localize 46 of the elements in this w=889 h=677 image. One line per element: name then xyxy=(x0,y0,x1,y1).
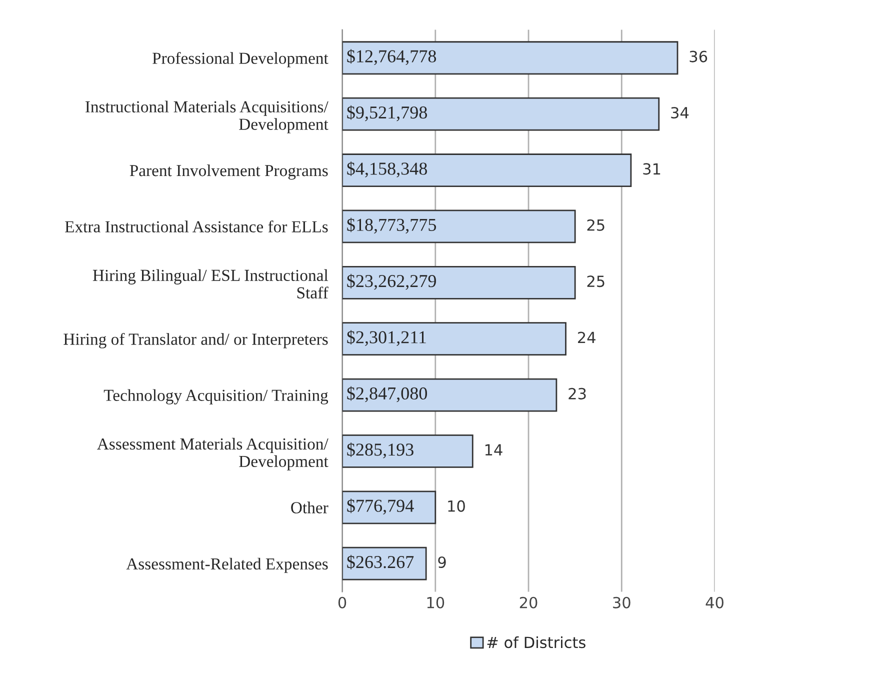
x-tick-label: 40 xyxy=(706,596,724,608)
data-label: 25 xyxy=(587,276,604,288)
data-label: 24 xyxy=(578,332,596,344)
data-label: 36 xyxy=(690,50,708,62)
annotation: $9,521,798 xyxy=(347,105,427,122)
x-tick-label: 10 xyxy=(427,596,444,608)
data-label: 14 xyxy=(485,444,502,456)
y-tick-label: Extra Instructional Assistance for ELLs xyxy=(65,220,328,232)
legend-label: # of Districts xyxy=(487,636,586,648)
annotation: $263.267 xyxy=(347,554,414,570)
bar xyxy=(342,546,427,580)
y-tick-label: Technology Acquisition/ Training xyxy=(104,389,328,404)
y-tick-label: Other xyxy=(291,502,328,514)
bar xyxy=(342,210,576,244)
bar xyxy=(342,322,566,356)
y-tick-label: Parent Involvement Programs xyxy=(130,164,328,180)
bar xyxy=(342,154,632,187)
y-tick-label: Professional Development xyxy=(152,52,328,68)
data-label: 31 xyxy=(643,163,660,175)
annotation: $4,158,348 xyxy=(347,162,427,178)
y-tick-label: Instructional Materials Acquisitions/ Development xyxy=(85,100,328,134)
x-tick-label: 20 xyxy=(520,596,538,608)
data-label: 10 xyxy=(448,500,465,512)
annotation: $12,764,778 xyxy=(347,49,436,65)
x-tick-label: 30 xyxy=(613,596,630,608)
annotation: $23,262,279 xyxy=(347,274,436,290)
bar xyxy=(342,97,660,131)
y-tick-label: Assessment-Related Expenses xyxy=(126,558,328,573)
annotation: $285,193 xyxy=(347,442,414,458)
data-label: 9 xyxy=(438,556,446,568)
y-tick-label: Assessment Materials Acquisition/ Development xyxy=(97,438,328,470)
data-label: 34 xyxy=(671,106,689,119)
annotation: $18,773,775 xyxy=(347,218,436,234)
bar xyxy=(342,434,474,468)
y-tick-label: Hiring of Translator and/ or Interpreters xyxy=(64,332,328,348)
bar xyxy=(342,266,576,300)
x-tick-label: 0 xyxy=(338,596,346,608)
bar xyxy=(342,41,678,75)
annotation: $776,794 xyxy=(347,498,414,515)
bar xyxy=(342,378,558,412)
data-label: 23 xyxy=(568,388,586,400)
annotation: $2,301,211 xyxy=(347,330,426,346)
annotation: $2,847,080 xyxy=(347,386,427,402)
data-label: 25 xyxy=(587,219,604,231)
bar xyxy=(342,490,436,524)
y-tick-label: Hiring Bilingual/ ESL Instructional Staff xyxy=(92,269,328,298)
